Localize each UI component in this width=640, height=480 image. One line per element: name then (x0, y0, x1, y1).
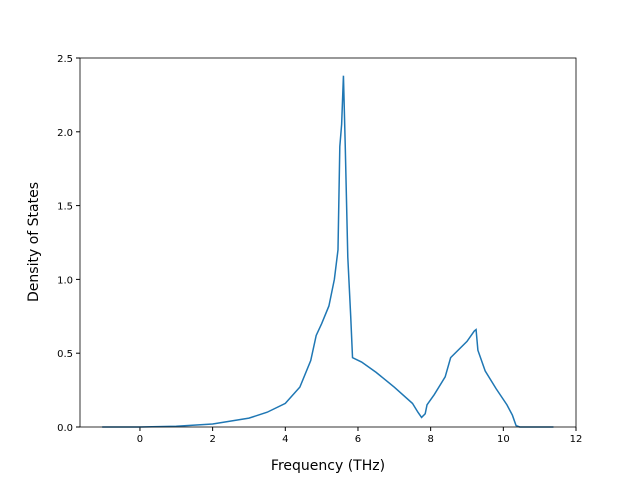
x-tick-label: 10 (497, 434, 510, 445)
x-tick-label: 0 (137, 434, 143, 445)
y-tick-label: 1.0 (57, 275, 73, 286)
x-tick-label: 4 (282, 434, 288, 445)
x-tick-label: 6 (355, 434, 361, 445)
y-tick-label: 0.5 (57, 349, 73, 360)
y-tick-label: 1.5 (57, 202, 73, 213)
x-tick-label: 12 (570, 434, 583, 445)
plot-frame (79, 57, 577, 428)
y-axis-label: Density of States (26, 182, 42, 302)
x-tick-label: 8 (427, 434, 433, 445)
y-tick-label: 0.0 (57, 423, 73, 434)
y-tick-label: 2.0 (57, 128, 73, 139)
line (102, 75, 554, 428)
x-tick-label: 2 (209, 434, 215, 445)
y-tick-label: 2.5 (57, 54, 73, 65)
x-axis-label: Frequency (THz) (271, 458, 385, 474)
